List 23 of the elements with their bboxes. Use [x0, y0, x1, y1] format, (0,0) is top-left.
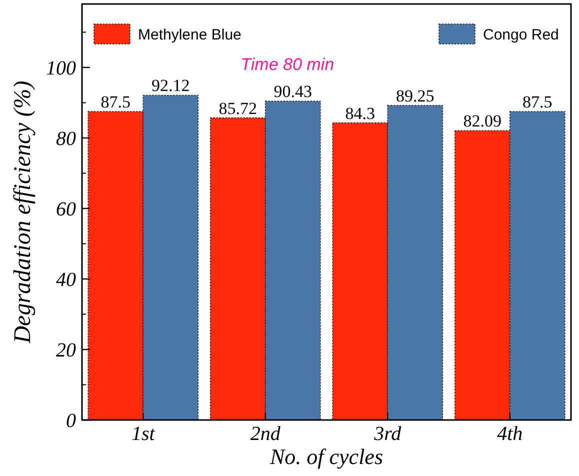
annotation: Time 80 min: [240, 55, 334, 74]
legend-label: Methylene Blue: [138, 26, 242, 44]
data-label: 85.72: [218, 98, 257, 118]
x-tick-label: 3rd: [373, 423, 402, 445]
y-tick-label: 0: [66, 410, 76, 432]
data-label: 82.09: [463, 112, 502, 131]
y-tick-label: 20: [56, 339, 76, 362]
data-label: 87.5: [522, 92, 552, 112]
x-tick-label: 2nd: [250, 423, 282, 445]
y-tick-label: 40: [56, 268, 76, 291]
y-tick-label: 60: [56, 198, 76, 220]
x-axis-title: No. of cycles: [268, 444, 384, 469]
data-label: 90.43: [274, 82, 312, 102]
data-label: 87.5: [100, 92, 130, 112]
y-tick-label: 100: [46, 57, 76, 80]
data-label: 84.3: [345, 104, 375, 123]
x-tick-label: 1st: [131, 423, 156, 445]
data-label: 89.25: [396, 86, 434, 106]
legend-label: Congo Red: [483, 26, 559, 44]
y-axis-title: Degradation efficiency (%): [10, 80, 36, 344]
y-tick-label: 80: [56, 128, 76, 150]
data-label: 92.12: [152, 76, 190, 96]
x-tick-label: 4th: [497, 423, 523, 445]
